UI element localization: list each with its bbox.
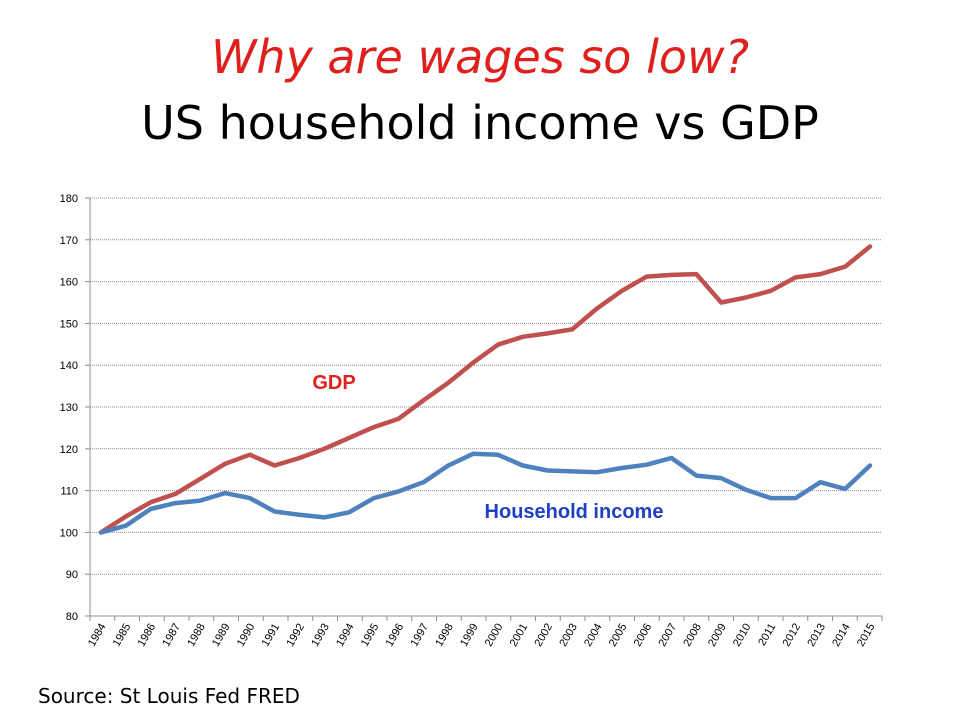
y-tick-label-160: 160 — [60, 277, 78, 289]
x-tick-label-1991: 1991 — [260, 622, 283, 649]
x-tick-label-2001: 2001 — [508, 622, 531, 649]
y-tick-label-90: 90 — [66, 569, 78, 581]
x-tick-label-1985: 1985 — [111, 622, 134, 649]
gdp-line — [98, 244, 873, 535]
y-tick-label-170: 170 — [60, 235, 78, 247]
y-tick-label-120: 120 — [60, 444, 78, 456]
x-tick-label-1990: 1990 — [235, 622, 258, 649]
household-income-line — [98, 451, 873, 535]
x-tick-label-2005: 2005 — [607, 622, 630, 649]
x-tick-label-2012: 2012 — [781, 622, 804, 649]
x-tick-label-1994: 1994 — [334, 622, 357, 649]
y-tick-label-140: 140 — [60, 360, 78, 372]
x-tick-label-2000: 2000 — [483, 622, 506, 649]
x-tick-label-1997: 1997 — [408, 622, 431, 649]
y-tick-label-80: 80 — [66, 611, 78, 623]
x-tick-label-1989: 1989 — [210, 622, 233, 649]
x-tick-label-2014: 2014 — [830, 622, 853, 649]
y-tick-label-150: 150 — [60, 318, 78, 330]
x-tick-label-1988: 1988 — [185, 622, 208, 649]
household-income-series-label: Household income — [485, 501, 664, 523]
x-tick-label-2010: 2010 — [731, 622, 754, 649]
y-tick-label-110: 110 — [60, 486, 78, 498]
x-tick-label-1992: 1992 — [284, 622, 307, 649]
x-tick-label-2006: 2006 — [632, 622, 655, 649]
x-tick-label-1999: 1999 — [458, 622, 481, 649]
x-tick-label-1996: 1996 — [384, 622, 407, 649]
x-tick-label-2009: 2009 — [706, 622, 729, 649]
gdp-series-label: GDP — [312, 372, 355, 394]
grid-lines — [90, 197, 882, 575]
x-tick-label-2004: 2004 — [582, 622, 605, 649]
x-tick-label-2007: 2007 — [657, 622, 680, 649]
x-tick-label-2015: 2015 — [855, 622, 878, 649]
x-tick-label-1987: 1987 — [160, 622, 183, 649]
x-tick-label-1995: 1995 — [359, 622, 382, 649]
x-tick-label-1998: 1998 — [433, 622, 456, 649]
slide-title-subject: US household income vs GDP — [141, 96, 819, 150]
x-tick-label-2008: 2008 — [681, 622, 704, 649]
slide-title-question: Why are wages so low? — [210, 30, 750, 84]
x-tick-label-2002: 2002 — [532, 622, 555, 649]
y-tick-label-130: 130 — [60, 402, 78, 414]
y-tick-label-100: 100 — [60, 527, 78, 539]
y-tick-label-180: 180 — [60, 193, 78, 205]
source-note: Source: St Louis Fed FRED — [38, 684, 300, 708]
x-tick-label-2013: 2013 — [805, 622, 828, 649]
x-tick-label-2011: 2011 — [756, 622, 778, 648]
x-tick-label-1986: 1986 — [136, 622, 159, 649]
x-tick-label-2003: 2003 — [557, 622, 580, 649]
x-tick-label-1984: 1984 — [86, 622, 109, 649]
series-lines — [98, 244, 873, 535]
x-tick-label-1993: 1993 — [309, 622, 332, 649]
